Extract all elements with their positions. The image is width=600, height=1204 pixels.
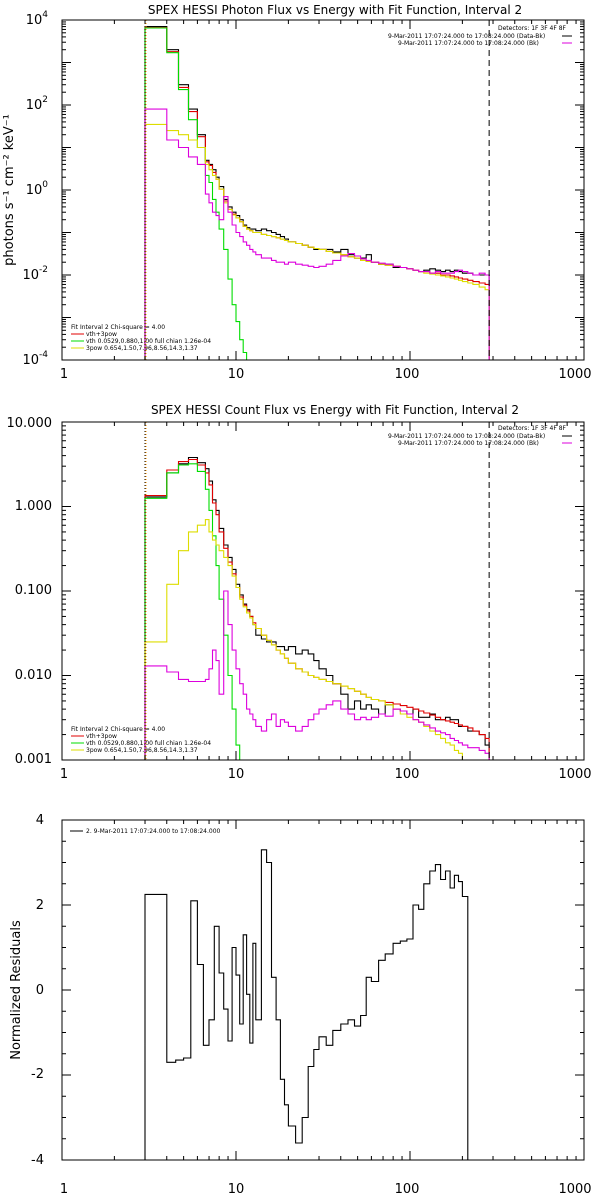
panel1-legend-vth3pow: vth+3pow	[86, 331, 117, 338]
panel3-xtick-1000: 1000	[558, 1182, 591, 1197]
panel2-series-3pow	[144, 519, 468, 761]
panel2-fit-interval-label: Fit Interval 2 Chi-square = 4.00	[71, 726, 165, 733]
panel2-series-vth-3pow	[144, 458, 490, 760]
panel3-xtick-10: 10	[228, 1182, 245, 1197]
panel1-ytick-1e-4: 10-4	[22, 350, 48, 368]
panel2-series-data-bk	[144, 456, 490, 760]
panel2-legend-vth3pow: vth+3pow	[86, 733, 117, 740]
panel1-title: SPEX HESSI Photon Flux vs Energy with Fi…	[148, 3, 522, 17]
photon-flux-panel: SPEX HESSI Photon Flux vs Energy with Fi…	[2, 3, 592, 382]
panel1-series-bk	[144, 108, 490, 360]
panel1-xtick-100: 100	[395, 367, 420, 382]
panel3-y-tick-labels: -4 -2 0 2 4	[31, 813, 44, 1168]
panel2-ytick-0010: 0.010	[15, 668, 52, 683]
panel1-ylabel: photons s⁻¹ cm⁻² keV⁻¹	[2, 114, 17, 266]
panel1-x-tick-labels: 1 10 100 1000	[60, 367, 592, 382]
panel2-series-vth	[144, 463, 244, 761]
panel2-series	[144, 456, 490, 761]
panel2-xtick-100: 100	[395, 767, 420, 782]
panel2-legend-3pow: 3pow 0.654,1.50,7.96,8.56,14.3,1.37	[86, 747, 198, 754]
residuals-panel: Normalized Residuals -4 -2 0 2 4 1 10 10…	[9, 813, 592, 1197]
panel1-series-data-bk	[144, 26, 490, 360]
panel1-legend-bk: 9-Mar-2011 17:07:24.000 to 17:08:24.000 …	[398, 40, 539, 47]
panel1-legend-top-right: Detectors: 1F 3F 4F 8F 9-Mar-2011 17:07:…	[388, 25, 572, 47]
panel1-axes	[61, 19, 585, 361]
panel3-series-residuals	[144, 849, 469, 1160]
panel1-detectors-label: Detectors: 1F 3F 4F 8F	[498, 25, 567, 32]
panel1-legend-vth: vth 0.0529,0.880,1.00 full chian 1.26e-0…	[86, 338, 211, 345]
panel3-frame	[61, 819, 585, 1161]
panel2-legend-bk: 9-Mar-2011 17:07:24.000 to 17:08:24.000 …	[398, 440, 539, 447]
panel2-ytick-0100: 0.100	[15, 583, 52, 598]
panel2-legend-bottom-left: Fit Interval 2 Chi-square = 4.00 vth+3po…	[71, 726, 211, 754]
panel2-markers	[144, 422, 490, 760]
panel2-legend-vth: vth 0.0529,0.880,1.00 full chian 1.26e-0…	[86, 740, 211, 747]
panel2-ytick-10000: 10.000	[7, 416, 53, 431]
panel1-xtick-1000: 1000	[558, 367, 591, 382]
panel3-series	[144, 849, 469, 1160]
panel1-ytick-1e4: 104	[26, 10, 49, 28]
panel1-legend-bottom-left: Fit Interval 2 Chi-square = 4.00 vth+3po…	[71, 324, 211, 352]
panel1-legend-3pow: 3pow 0.654,1.50,7.96,8.56,14.3,1.37	[86, 345, 198, 352]
panel1-markers	[144, 20, 490, 360]
panel1-series-vth-3pow	[144, 27, 490, 360]
panel2-axes	[61, 421, 585, 761]
panel2-legend-data-bk: 9-Mar-2011 17:07:24.000 to 17:08:24.000 …	[388, 433, 545, 440]
panel3-xtick-100: 100	[395, 1182, 420, 1197]
panel2-title: SPEX HESSI Count Flux vs Energy with Fit…	[151, 403, 519, 417]
panel3-ylabel: Normalized Residuals	[9, 920, 24, 1060]
panel3-legend-label: 2. 9-Mar-2011 17:07:24.000 to 17:08:24.0…	[86, 828, 221, 835]
panel1-legend-data-bk: 9-Mar-2011 17:07:24.000 to 17:08:24.000 …	[388, 33, 545, 40]
panel2-detectors-label: Detectors: 1F 3F 4F 8F	[498, 425, 567, 432]
panel1-xtick-10: 10	[228, 367, 245, 382]
panel1-series-3pow	[144, 123, 490, 360]
panel1-ytick-1e0: 100	[26, 180, 49, 198]
panel3-legend: 2. 9-Mar-2011 17:07:24.000 to 17:08:24.0…	[70, 828, 221, 835]
panel3-ytick-4: 4	[36, 813, 44, 828]
panel3-ytick-m4: -4	[31, 1153, 44, 1168]
panel3-ytick-0: 0	[36, 983, 44, 998]
panel1-xtick-1: 1	[60, 367, 68, 382]
panel2-xtick-10: 10	[228, 767, 245, 782]
panel2-xtick-1: 1	[60, 767, 68, 782]
panel2-x-tick-labels: 1 10 100 1000	[60, 767, 592, 782]
panel1-ytick-1e2: 102	[26, 95, 48, 113]
panel3-xtick-1: 1	[60, 1182, 68, 1197]
panel3-ytick-2: 2	[36, 898, 44, 913]
panel2-xtick-1000: 1000	[558, 767, 591, 782]
panel1-ytick-1e-2: 10-2	[22, 265, 48, 283]
panel2-y-tick-labels: 0.001 0.010 0.100 1.000 10.000	[7, 416, 53, 767]
panel1-series	[144, 26, 490, 361]
panel2-legend-top-right: Detectors: 1F 3F 4F 8F 9-Mar-2011 17:07:…	[388, 425, 572, 447]
panel1-y-tick-labels: 10-4 10-2 100 102 104	[22, 10, 48, 368]
panel3-ytick-m2: -2	[31, 1067, 44, 1082]
panel1-fit-interval-label: Fit Interval 2 Chi-square = 4.00	[71, 324, 165, 331]
panel2-ytick-1000: 1.000	[15, 499, 52, 514]
panel2-series-bk	[144, 590, 490, 760]
panel3-axes	[61, 819, 585, 1161]
panel3-x-tick-labels: 1 10 100 1000	[60, 1182, 592, 1197]
panel2-ytick-0001: 0.001	[15, 752, 52, 767]
panel1-series-vth	[144, 27, 262, 361]
count-flux-panel: SPEX HESSI Count Flux vs Energy with Fit…	[7, 403, 592, 782]
panel1-frame	[61, 19, 585, 361]
